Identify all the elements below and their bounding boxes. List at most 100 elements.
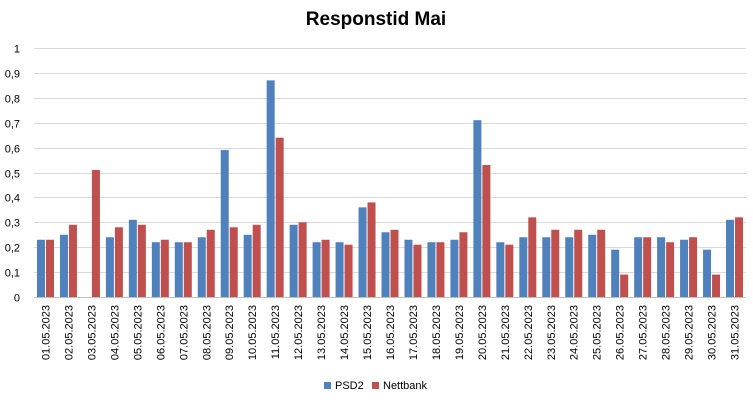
bar-nettbank-20 — [482, 165, 491, 297]
bar-nettbank-30 — [712, 274, 721, 297]
bar-psd2-14 — [335, 242, 344, 297]
bar-nettbank-3 — [91, 170, 100, 297]
x-tick-label: 04.05.2023 — [109, 305, 121, 360]
bar-psd2-10 — [243, 234, 252, 297]
bar-nettbank-27 — [643, 237, 652, 297]
bar-psd2-31 — [726, 219, 735, 297]
bar-nettbank-12 — [298, 222, 307, 297]
bar-nettbank-21 — [505, 244, 514, 297]
y-tick-label: 0,3 — [5, 218, 20, 230]
bar-nettbank-28 — [666, 242, 675, 297]
bar-nettbank-2 — [68, 224, 77, 297]
x-tick-label: 31.05.2023 — [730, 305, 742, 360]
y-tick-label: 0,2 — [5, 243, 20, 255]
y-tick-label: 0,5 — [5, 169, 20, 181]
y-tick-label: 1 — [14, 44, 20, 56]
x-tick-label: 19.05.2023 — [454, 305, 466, 360]
x-tick-label: 20.05.2023 — [477, 305, 489, 360]
x-tick-label: 11.05.2023 — [270, 305, 282, 359]
x-tick-label: 28.05.2023 — [661, 305, 673, 360]
x-tick-label: 30.05.2023 — [707, 305, 719, 360]
bar-nettbank-8 — [206, 229, 215, 297]
y-tick-label: 0 — [14, 293, 20, 305]
bar-psd2-29 — [680, 239, 689, 297]
bar-psd2-27 — [634, 237, 643, 297]
bar-psd2-22 — [519, 237, 528, 297]
bar-psd2-5 — [128, 219, 137, 297]
x-axis-tick-labels: 01.05.2023 02.05.2023 03.05.2023 04.05.2023… — [40, 305, 741, 360]
bar-nettbank-22 — [528, 217, 537, 297]
bar-nettbank-16 — [390, 229, 399, 297]
bar-nettbank-4 — [114, 227, 123, 297]
bar-psd2-24 — [565, 237, 574, 297]
x-tick-label: 23.05.2023 — [546, 305, 558, 360]
x-tick-label: 18.05.2023 — [431, 305, 443, 360]
bar-nettbank-9 — [229, 227, 238, 297]
bar-psd2-18 — [427, 242, 436, 297]
bar-nettbank-14 — [344, 244, 353, 297]
bar-nettbank-23 — [551, 229, 560, 297]
x-tick-label: 07.05.2023 — [178, 305, 190, 360]
y-axis-tick-labels: 0 0,1 0,2 0,3 0,4 0,5 0,6 0,7 0,8 0,9 1 — [5, 44, 20, 305]
bar-nettbank-26 — [620, 274, 629, 297]
x-tick-label: 08.05.2023 — [201, 305, 213, 360]
bar-nettbank-24 — [574, 229, 583, 297]
y-tick-label: 0,1 — [5, 268, 20, 280]
x-tick-label: 21.05.2023 — [500, 305, 512, 360]
bar-psd2-17 — [404, 239, 413, 297]
bar-nettbank-18 — [436, 242, 445, 297]
x-tick-label: 05.05.2023 — [132, 305, 144, 360]
x-tick-label: 09.05.2023 — [224, 305, 236, 360]
x-tick-label: 25.05.2023 — [592, 305, 604, 360]
bar-psd2-21 — [496, 242, 505, 297]
x-tick-label: 06.05.2023 — [155, 305, 167, 360]
bar-psd2-4 — [105, 237, 114, 297]
bar-psd2-26 — [611, 249, 620, 297]
legend-label-nettbank: Nettbank — [383, 380, 428, 392]
y-tick-label: 0,6 — [5, 144, 20, 156]
bar-nettbank-19 — [459, 232, 468, 297]
bar-psd2-7 — [174, 242, 183, 297]
bar-psd2-8 — [197, 237, 206, 297]
x-tick-label: 24.05.2023 — [569, 305, 581, 360]
x-tick-label: 02.05.2023 — [63, 305, 75, 360]
bar-nettbank-10 — [252, 224, 261, 297]
legend-swatch-psd2 — [324, 382, 331, 389]
x-tick-label: 27.05.2023 — [638, 305, 650, 360]
legend-label-psd2: PSD2 — [335, 380, 364, 392]
bar-nettbank-6 — [160, 239, 169, 297]
bar-psd2-20 — [473, 120, 482, 298]
bar-nettbank-17 — [413, 244, 422, 297]
bar-nettbank-11 — [275, 137, 284, 297]
bar-nettbank-5 — [137, 224, 146, 297]
bar-psd2-9 — [220, 150, 229, 297]
bar-psd2-28 — [657, 237, 666, 297]
bar-psd2-6 — [151, 242, 160, 297]
bar-nettbank-31 — [735, 217, 744, 297]
bar-psd2-30 — [703, 249, 712, 297]
x-tick-label: 26.05.2023 — [615, 305, 627, 360]
chart-title: Responstid Mai — [306, 9, 446, 30]
x-tick-label: 12.05.2023 — [293, 305, 305, 360]
bar-psd2-11 — [266, 80, 275, 298]
x-tick-label: 13.05.2023 — [316, 305, 328, 360]
bar-nettbank-13 — [321, 239, 330, 297]
y-tick-label: 0,9 — [5, 69, 20, 81]
bar-psd2-25 — [588, 234, 597, 297]
x-tick-label: 10.05.2023 — [247, 305, 259, 360]
x-tick-label: 15.05.2023 — [362, 305, 374, 360]
y-tick-label: 0,7 — [5, 119, 20, 131]
bar-nettbank-7 — [183, 242, 192, 297]
bars — [36, 80, 744, 298]
bar-psd2-16 — [381, 232, 390, 297]
x-tick-label: 03.05.2023 — [86, 305, 98, 360]
x-tick-label: 16.05.2023 — [385, 305, 397, 360]
bar-psd2-19 — [450, 239, 459, 297]
x-tick-label: 14.05.2023 — [339, 305, 351, 360]
x-tick-label: 01.05.2023 — [40, 305, 52, 360]
bar-psd2-15 — [358, 207, 367, 297]
bar-nettbank-25 — [597, 229, 606, 297]
bar-psd2-12 — [289, 224, 298, 297]
y-tick-label: 0,4 — [5, 193, 20, 205]
